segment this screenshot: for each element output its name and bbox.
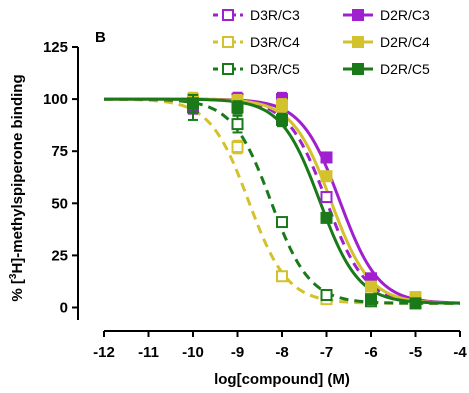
fit-curve (104, 97, 460, 305)
legend-label: D2R/C3 (380, 7, 430, 23)
data-point (187, 97, 199, 110)
y-axis-title-suffix: H]-methylspiperone binding (9, 74, 26, 273)
data-point (365, 280, 377, 293)
legend-marker (222, 63, 234, 75)
data-point (320, 191, 333, 204)
x-tick-label: -9 (231, 344, 244, 361)
data-point (231, 141, 244, 154)
legend-marker (352, 63, 364, 75)
legend-label: D2R/C4 (380, 34, 430, 50)
data-points (187, 91, 422, 310)
legend-label: D3R/C4 (250, 34, 300, 50)
data-point (320, 151, 333, 164)
x-tick-label: -5 (409, 344, 422, 361)
data-point (231, 101, 244, 114)
y-axis-title: % [3H]-methylspiperone binding (8, 74, 26, 301)
y-tick-label: 0 (60, 300, 68, 317)
data-point (365, 293, 377, 306)
x-axis-title: log[compound] (M) (214, 371, 350, 388)
x-tick-label: -7 (320, 344, 333, 361)
x-tick-label: -11 (138, 344, 159, 361)
data-point (276, 113, 288, 126)
legend: D3R/C3 D3R/C4 D3R/C5 D2R/C3 D2R/C4 D2R/C5 (213, 7, 430, 77)
legend-label: D3R/C5 (250, 61, 300, 77)
y-axis-title-prefix: % [ (9, 279, 26, 302)
x-tick-label: -10 (182, 344, 204, 361)
data-point (320, 288, 333, 301)
x-ticks: -12 -11 -10 -9 -8 -7 -6 -5 -4 (93, 331, 467, 361)
data-point (320, 170, 333, 183)
x-tick-label: -6 (364, 344, 377, 361)
legend-marker (352, 36, 364, 48)
y-tick-label: 25 (51, 247, 68, 264)
y-axis-title-superscript: 3 (8, 273, 19, 279)
panel-label: B (95, 29, 106, 46)
data-point (231, 118, 244, 131)
data-point (320, 211, 333, 224)
y-tick-label: 100 (43, 91, 68, 108)
legend-marker (222, 9, 234, 21)
x-tick-label: -4 (453, 344, 467, 361)
legend-label: D2R/C5 (380, 61, 430, 77)
x-tick-label: -8 (275, 344, 288, 361)
y-tick-label: 125 (43, 39, 68, 56)
data-point (409, 297, 422, 310)
data-point (276, 270, 288, 283)
legend-marker (222, 36, 234, 48)
data-point (276, 216, 288, 229)
y-tick-label: 75 (51, 143, 68, 160)
x-tick-label: -12 (93, 344, 115, 361)
legend-label: D3R/C3 (250, 7, 300, 23)
y-ticks: 0 25 50 75 100 125 (43, 39, 78, 317)
data-point (276, 99, 288, 112)
axes (77, 47, 460, 332)
legend-marker (352, 9, 364, 21)
y-tick-label: 50 (51, 195, 68, 212)
